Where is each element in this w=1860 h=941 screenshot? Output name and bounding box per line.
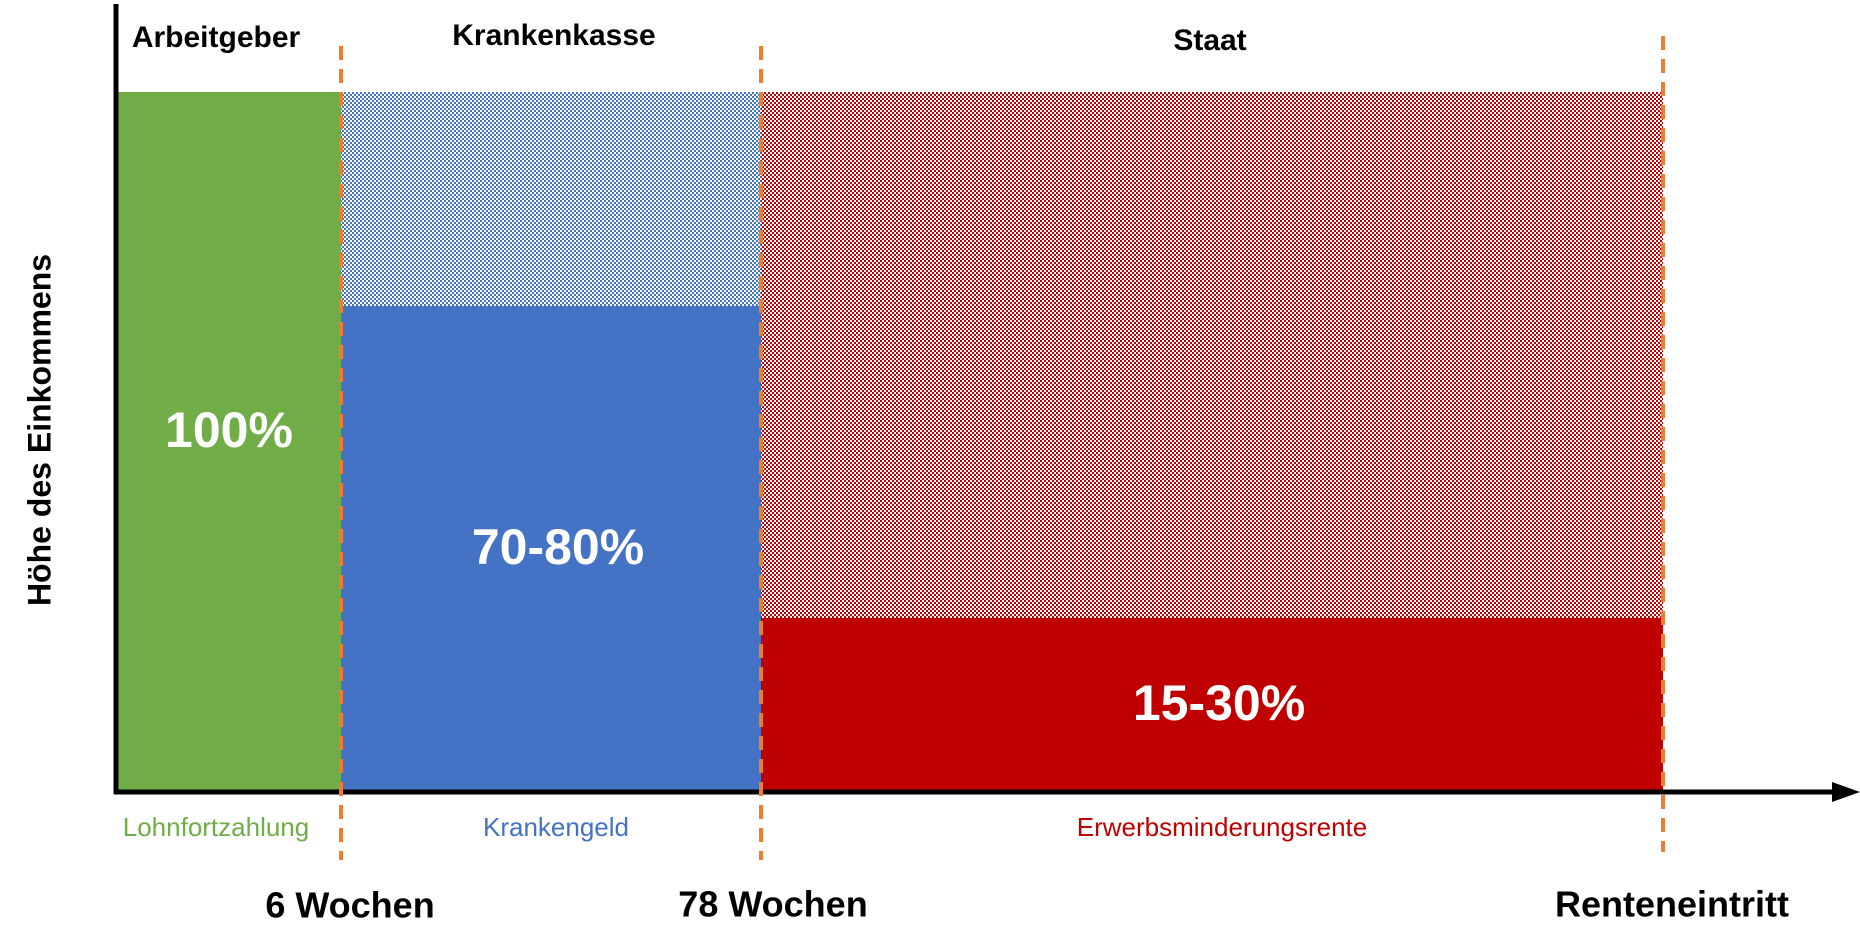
benefit-label: Krankengeld: [483, 812, 629, 842]
x-axis-arrow: [1832, 782, 1860, 802]
payer-label: Staat: [1173, 24, 1246, 57]
insurance-block: [341, 306, 761, 792]
benefit-label: Lohnfortzahlung: [123, 812, 309, 842]
payer-label: Krankenkasse: [452, 19, 655, 52]
employer-block: [116, 92, 341, 792]
share-label: 100%: [165, 402, 293, 458]
share-label: 70-80%: [472, 519, 644, 575]
share-label: 15-30%: [1133, 675, 1305, 731]
state-gap: [761, 92, 1663, 618]
payer-label: Arbeitgeber: [132, 21, 301, 54]
milestone-label: 78 Wochen: [678, 884, 867, 925]
y-axis-label: Höhe des Einkommens: [21, 254, 57, 606]
milestone-label: Renteneintritt: [1555, 884, 1789, 925]
benefit-label: Erwerbsminderungsrente: [1077, 812, 1367, 842]
milestone-label: 6 Wochen: [265, 885, 434, 926]
state-block: [761, 618, 1663, 792]
insurance-gap: [341, 92, 761, 306]
